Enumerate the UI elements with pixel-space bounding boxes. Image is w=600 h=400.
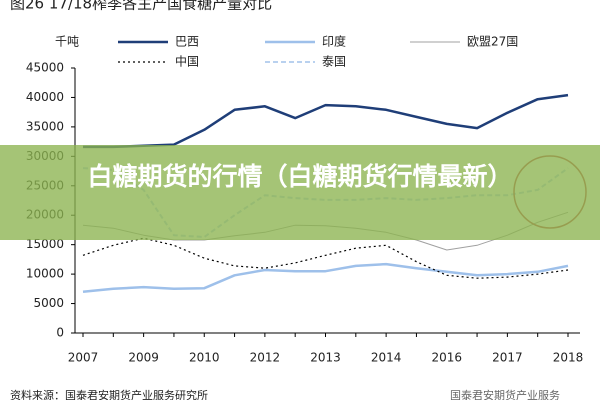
y-tick-label: 40000 [26, 90, 64, 104]
legend-label: 泰国 [322, 55, 346, 69]
y-unit: 千吨 [55, 35, 79, 49]
x-tick-label: 2014 [371, 351, 402, 365]
x-tick-label: 2013 [310, 351, 341, 365]
series-line [83, 93, 569, 149]
x-tick-label: 2016 [431, 351, 462, 365]
series-line [82, 262, 569, 294]
x-tick-label: 2007 [68, 351, 99, 365]
y-tick-label: 10000 [26, 267, 64, 281]
y-tick-label: 0 [56, 326, 64, 340]
x-tick-label: 2017 [492, 351, 523, 365]
y-tick-label: 35000 [26, 119, 64, 133]
x-tick-label: 2012 [250, 351, 281, 365]
legend-label: 中国 [175, 54, 199, 69]
x-tick-label: 2010 [189, 351, 220, 365]
watermark: 国泰君安期货产业服务 [450, 388, 560, 400]
source: 资料来源：国泰君安期货产业服务研究所 [10, 388, 208, 400]
chart-title: 图26 17/18榨季各主产国食糖产量对比 [10, 0, 272, 13]
banner [0, 145, 600, 240]
legend-label: 印度 [322, 34, 346, 49]
banner-text: 白糖期货的行情（白糖期货行情最新） [87, 162, 513, 191]
x-tick-label: 2009 [128, 351, 159, 365]
x-tick-label: 2018 [553, 351, 584, 365]
series-line [82, 237, 569, 279]
y-tick-label: 45000 [26, 61, 64, 75]
legend-label: 欧盟27国 [467, 35, 518, 49]
y-tick-label: 15000 [26, 237, 64, 251]
y-tick-label: 5000 [33, 296, 64, 310]
legend-label: 巴西 [175, 35, 199, 49]
